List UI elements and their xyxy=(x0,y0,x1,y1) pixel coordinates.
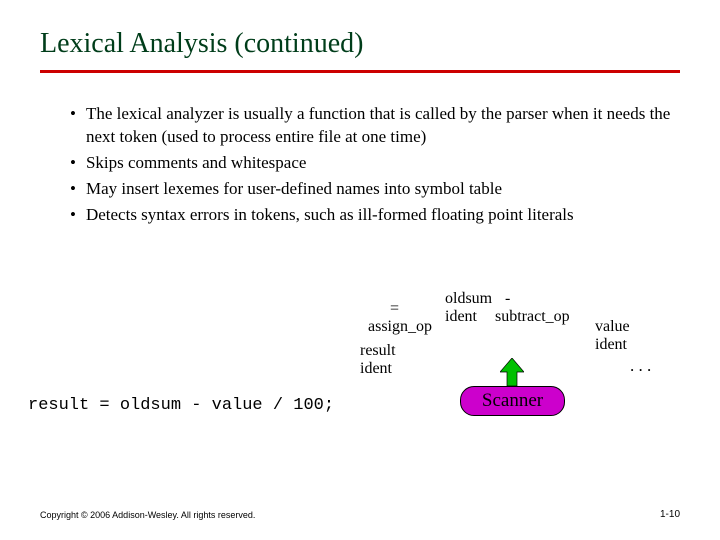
bullet-text: May insert lexemes for user-defined name… xyxy=(86,178,502,201)
token-oldsum: oldsum xyxy=(445,290,492,308)
bullet-item: • Skips comments and whitespace xyxy=(70,152,680,175)
token-minus: - xyxy=(505,290,510,308)
bullet-marker: • xyxy=(70,152,76,175)
title-rule xyxy=(40,70,680,73)
bullet-marker: • xyxy=(70,178,76,201)
token-equals: = xyxy=(390,300,399,318)
bullet-item: • Detects syntax errors in tokens, such … xyxy=(70,204,680,227)
arrow-up-icon xyxy=(500,358,524,386)
slide-title: Lexical Analysis (continued) xyxy=(40,28,680,60)
token-ident: ident xyxy=(360,360,392,378)
page-number: 1-10 xyxy=(660,509,680,520)
copyright-text: Copyright © 2006 Addison-Wesley. All rig… xyxy=(40,510,255,520)
bullet-text: The lexical analyzer is usually a functi… xyxy=(86,103,680,149)
token-ident: ident xyxy=(445,308,477,326)
token-assign-op: assign_op xyxy=(368,318,432,336)
bullet-item: • May insert lexemes for user-defined na… xyxy=(70,178,680,201)
bullet-item: • The lexical analyzer is usually a func… xyxy=(70,103,680,149)
bullet-text: Skips comments and whitespace xyxy=(86,152,307,175)
scanner-box: Scanner xyxy=(460,386,565,416)
code-expression: result = oldsum - value / 100; xyxy=(28,396,334,415)
bullet-list: • The lexical analyzer is usually a func… xyxy=(40,103,680,227)
token-subtract-op: subtract_op xyxy=(495,308,570,326)
token-ident: ident xyxy=(595,336,627,354)
bullet-text: Detects syntax errors in tokens, such as… xyxy=(86,204,574,227)
token-ellipsis: . . . xyxy=(630,356,651,376)
token-value: value xyxy=(595,318,630,336)
slide: Lexical Analysis (continued) • The lexic… xyxy=(0,0,720,540)
bullet-marker: • xyxy=(70,204,76,227)
token-result: result xyxy=(360,342,396,360)
bullet-marker: • xyxy=(70,103,76,149)
